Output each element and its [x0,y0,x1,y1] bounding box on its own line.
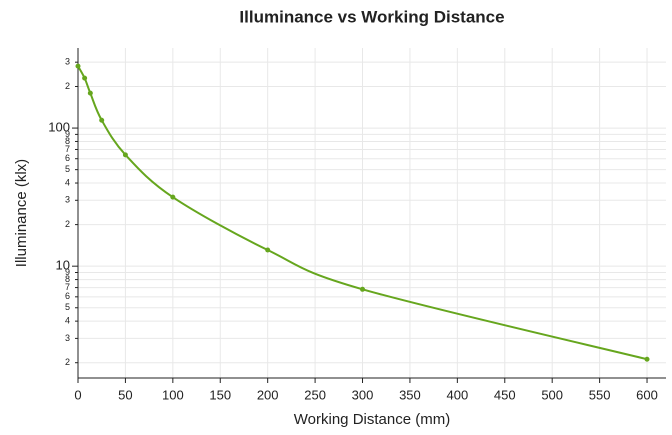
chart-title: Illuminance vs Working Distance [239,7,504,26]
x-tick-label: 150 [209,387,231,402]
x-tick-label: 450 [494,387,516,402]
y-tick-label: 2 [65,357,70,367]
point [87,90,93,96]
y-tick-label: 6 [65,153,70,163]
y-tick-label: 9 [65,129,70,139]
point [82,75,88,81]
y-tick-label: 7 [65,282,70,292]
x-tick-label: 0 [74,387,81,402]
y-tick-label: 7 [65,144,70,154]
x-axis-label: Working Distance (mm) [294,411,450,428]
y-tick-label: 2 [65,81,70,91]
x-tick-label: 200 [257,387,279,402]
y-tick-label: 5 [65,302,70,312]
x-tick-label: 400 [447,387,469,402]
x-tick-label: 550 [589,387,611,402]
point [360,286,366,292]
y-tick-label: 100 [48,120,70,135]
x-tick-label: 600 [636,387,658,402]
x-tick-label: 250 [304,387,326,402]
x-tick-label: 300 [352,387,374,402]
y-tick-label: 8 [65,136,70,146]
y-tick-label: 4 [65,177,70,187]
y-tick-label: 2 [65,219,70,229]
y-tick-label: 3 [65,57,70,67]
y-tick-label: 9 [65,267,70,277]
y-tick-label: 3 [65,333,70,343]
y-tick-label: 3 [65,195,70,205]
line [77,65,648,361]
y-tick-label: 4 [65,316,70,326]
point [644,356,650,362]
point [170,194,176,200]
point [75,63,81,69]
x-tick-label: 100 [162,387,184,402]
y-tick-label: 6 [65,291,70,301]
y-axis-label: Illuminance (klx) [13,159,30,267]
x-tick-label: 50 [118,387,132,402]
y-tick-label: 10 [56,258,70,273]
x-tick-label: 500 [541,387,563,402]
y-tick-label: 5 [65,164,70,174]
point [265,247,271,253]
point [99,117,105,123]
x-tick-label: 350 [399,387,421,402]
point [122,152,128,158]
y-tick-label: 8 [65,274,70,284]
